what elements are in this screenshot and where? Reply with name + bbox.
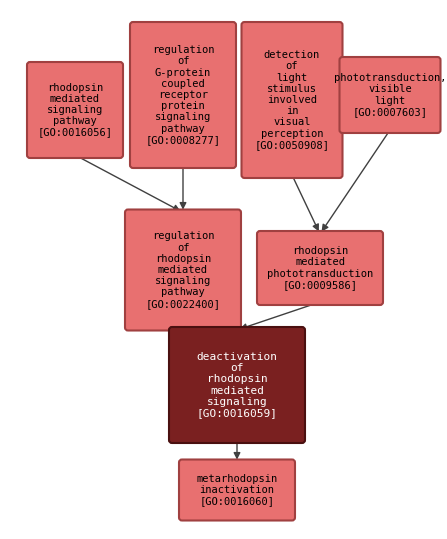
- Text: rhodopsin
mediated
signaling
pathway
[GO:0016056]: rhodopsin mediated signaling pathway [GO…: [38, 82, 113, 137]
- Text: rhodopsin
mediated
phototransduction
[GO:0009586]: rhodopsin mediated phototransduction [GO…: [267, 246, 373, 290]
- Text: deactivation
of
rhodopsin
mediated
signaling
[GO:0016059]: deactivation of rhodopsin mediated signa…: [197, 352, 278, 418]
- FancyBboxPatch shape: [179, 460, 295, 521]
- Text: regulation
of
rhodopsin
mediated
signaling
pathway
[GO:0022400]: regulation of rhodopsin mediated signali…: [146, 231, 220, 309]
- Text: phototransduction,
visible
light
[GO:0007603]: phototransduction, visible light [GO:000…: [334, 73, 446, 117]
- FancyBboxPatch shape: [241, 22, 342, 178]
- FancyBboxPatch shape: [130, 22, 236, 168]
- FancyBboxPatch shape: [169, 327, 305, 443]
- FancyBboxPatch shape: [27, 62, 123, 158]
- FancyBboxPatch shape: [340, 57, 440, 133]
- FancyBboxPatch shape: [257, 231, 383, 305]
- Text: metarhodopsin
inactivation
[GO:0016060]: metarhodopsin inactivation [GO:0016060]: [196, 474, 278, 506]
- Text: regulation
of
G-protein
coupled
receptor
protein
signaling
pathway
[GO:0008277]: regulation of G-protein coupled receptor…: [146, 45, 220, 145]
- FancyBboxPatch shape: [125, 210, 241, 330]
- Text: detection
of
light
stimulus
involved
in
visual
perception
[GO:0050908]: detection of light stimulus involved in …: [254, 50, 329, 150]
